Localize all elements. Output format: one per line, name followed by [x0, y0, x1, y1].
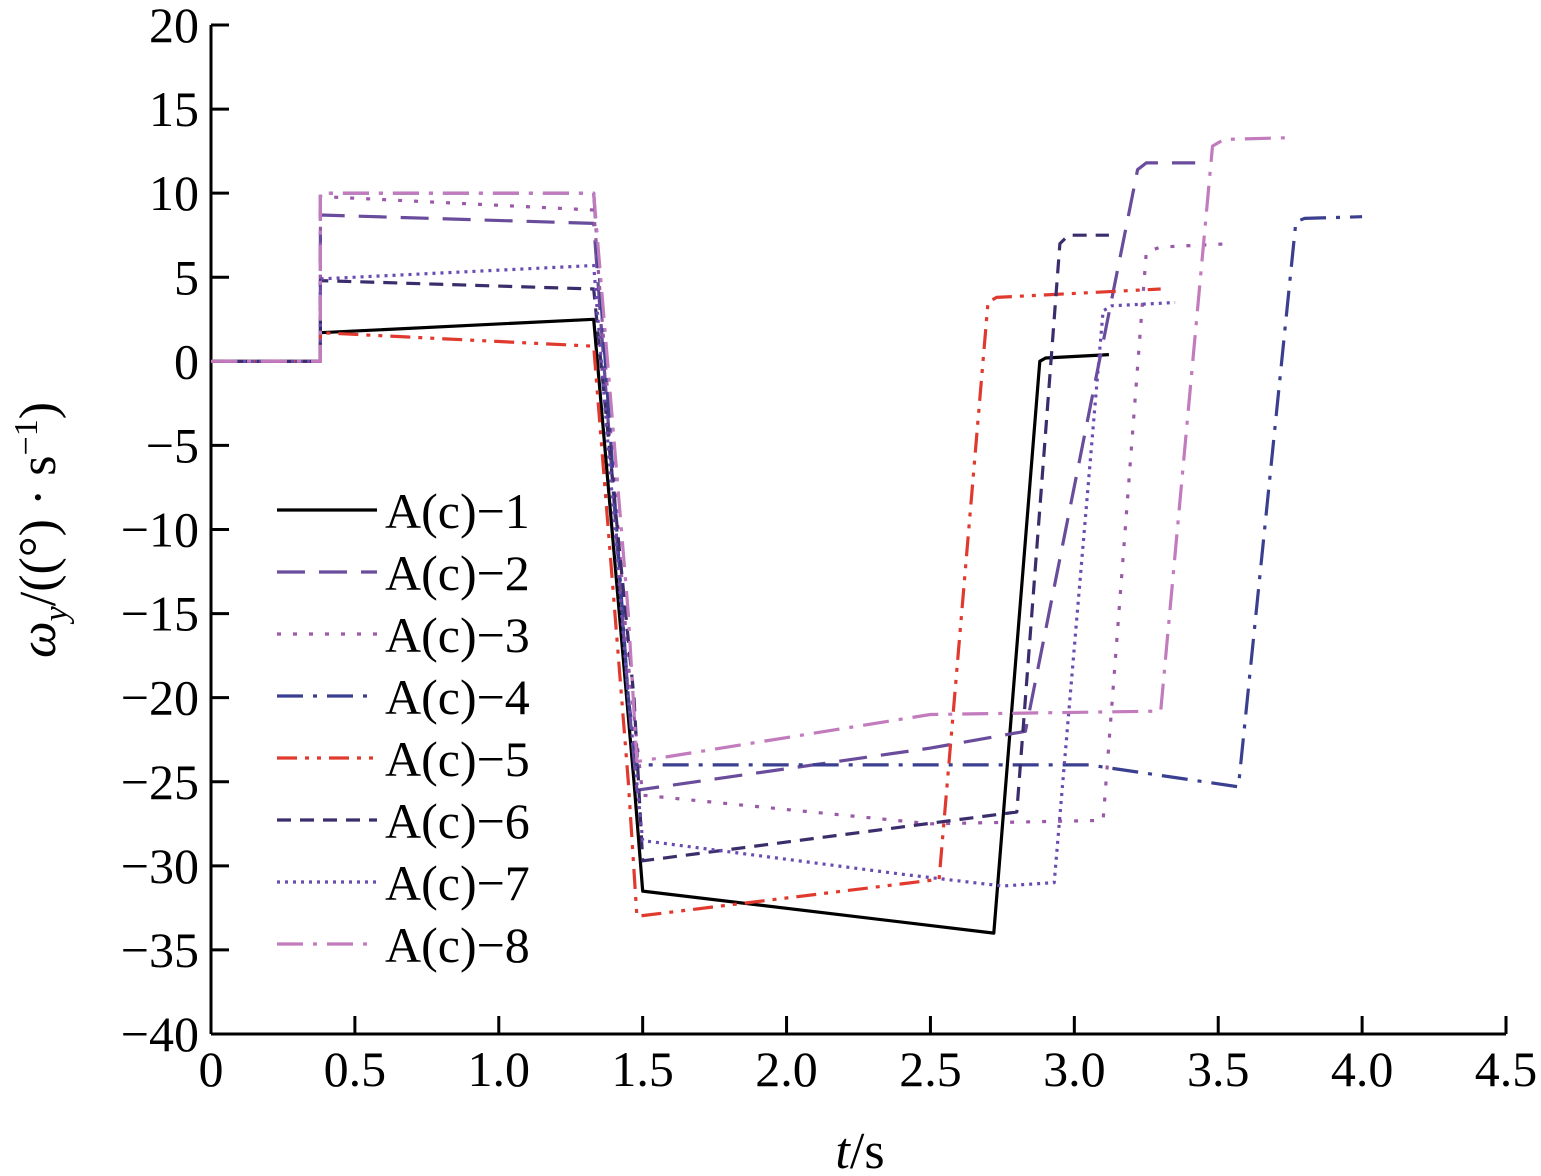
series-line-8	[211, 136, 1291, 764]
legend-label-2: A(c)−2	[385, 545, 530, 601]
y-axis-title-unit: /((°) · s	[10, 455, 67, 606]
y-tick-label: −30	[121, 838, 199, 894]
y-axis-title: ωy/((°) · s−1)	[8, 402, 75, 658]
y-tick-label: 10	[149, 165, 199, 221]
y-tick-label: −40	[121, 1006, 199, 1062]
x-tick-label: 1.0	[468, 1041, 531, 1097]
legend-label-7: A(c)−7	[385, 855, 530, 911]
series-line-7	[211, 263, 1176, 888]
x-tick-label: 1.5	[611, 1041, 674, 1097]
x-axis-title: t/s	[835, 1123, 884, 1176]
y-tick-label: −5	[146, 417, 199, 473]
y-axis-title-symbol: ω	[10, 621, 67, 658]
y-tick-label: 15	[149, 81, 199, 137]
y-axis-title-superscript: −1	[8, 419, 45, 455]
legend-label-6: A(c)−6	[385, 793, 530, 849]
y-axis-title-subscript: y	[38, 605, 75, 624]
legend-label-5: A(c)−5	[385, 731, 530, 787]
series-line-6	[211, 233, 1109, 863]
y-tick-label: −10	[121, 502, 199, 558]
y-tick-label: −15	[121, 586, 199, 642]
y-tick-label: 5	[174, 249, 199, 305]
x-axis-title-symbol: t	[835, 1123, 851, 1176]
legend-label-4: A(c)−4	[385, 669, 530, 725]
series-line-1	[211, 317, 1109, 935]
y-tick-label: −25	[121, 754, 199, 810]
x-tick-label: 2.5	[899, 1041, 962, 1097]
x-tick-label: 0	[199, 1041, 224, 1097]
legend-label-1: A(c)−1	[385, 483, 530, 539]
y-tick-label: 0	[174, 333, 199, 389]
y-axis-title-close: )	[10, 402, 67, 419]
x-axis-title-unit: /s	[850, 1123, 885, 1176]
legend-label-8: A(c)−8	[385, 917, 530, 973]
x-tick-label: 2.0	[755, 1041, 818, 1097]
x-tick-label: 4.0	[1331, 1041, 1394, 1097]
y-tick-label: −20	[121, 670, 199, 726]
x-tick-label: 4.5	[1475, 1041, 1538, 1097]
y-tick-label: 20	[149, 0, 199, 53]
x-tick-label: 0.5	[324, 1041, 387, 1097]
series-line-2	[211, 161, 1196, 792]
legend-label-3: A(c)−3	[385, 607, 530, 663]
x-tick-label: 3.5	[1187, 1041, 1250, 1097]
x-tick-label: 3.0	[1043, 1041, 1106, 1097]
axes: 0 0.5 1.0 1.5 2.0 2.5 3.0 3.5 4.0 4.5 20 15 10 5 0 −5 −1…	[121, 0, 1537, 1097]
y-tick-label: −35	[121, 922, 199, 978]
legend: A(c)−1 A(c)−2 A(c)−3 A(c)−4 A(c)−5 A(c)−6 A(c)…	[277, 483, 530, 973]
series-line-5	[211, 287, 1161, 918]
plot-lines	[211, 136, 1363, 935]
